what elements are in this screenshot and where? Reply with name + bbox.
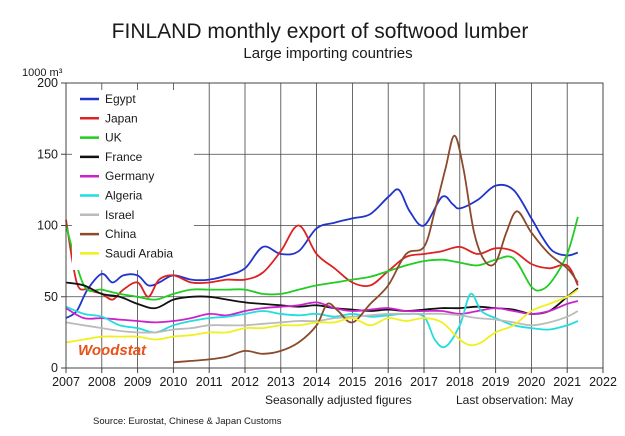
x-tick-label-10: 2017: [410, 375, 438, 389]
last-observation-note: Last observation: May: [456, 393, 573, 407]
x-tick-label-13: 2020: [517, 375, 545, 389]
y-tick-label-2: 100: [37, 219, 58, 233]
x-tick-label-3: 2010: [159, 375, 187, 389]
series-line-egypt: [65, 183, 579, 319]
chart-title: FINLAND monthly export of softwood lumbe…: [112, 20, 529, 43]
x-tick-label-6: 2013: [267, 375, 295, 389]
source-note: Source: Eurostat, Chinese & Japan Custom…: [93, 416, 282, 427]
x-tick-label-5: 2012: [231, 375, 259, 389]
x-tick-label-7: 2014: [303, 375, 331, 389]
x-tick-label-0: 2007: [52, 375, 80, 389]
x-tick-label-8: 2015: [338, 375, 366, 389]
series-line-china: [173, 134, 579, 364]
x-tick-label-14: 2021: [553, 375, 581, 389]
x-axis-label: Seasonally adjusted figures: [265, 393, 412, 407]
x-tick-label-12: 2019: [482, 375, 510, 389]
series-line-japan: [65, 219, 579, 301]
legend-label-algeria: Algeria: [105, 189, 143, 203]
y-tick-label-0: 0: [51, 361, 58, 375]
legend-box: [72, 90, 194, 270]
legend-label-japan: Japan: [105, 111, 138, 125]
series-line-israel: [65, 310, 579, 334]
legend-label-france: France: [105, 150, 143, 164]
x-tick-label-2: 2009: [124, 375, 152, 389]
series-layer: [65, 134, 579, 364]
legend-label-israel: Israel: [105, 208, 134, 222]
x-tick-label-4: 2011: [196, 375, 223, 389]
watermark-logo: Woodstat: [78, 342, 147, 359]
y-tick-label-3: 150: [37, 147, 58, 161]
series-line-saudi-arabia: [65, 288, 579, 347]
chart-subtitle: Large importing countries: [243, 45, 412, 62]
legend-label-saudi-arabia: Saudi Arabia: [105, 246, 173, 260]
x-tick-label-15: 2022: [589, 375, 617, 389]
legend: Egypt Japan UK France Germany Algeria Israel Ch…: [72, 90, 194, 270]
legend-label-china: China: [105, 227, 137, 241]
y-tick-label-1: 50: [44, 290, 58, 304]
x-tick-label-11: 2018: [446, 375, 474, 389]
legend-label-egypt: Egypt: [105, 92, 136, 106]
legend-label-germany: Germany: [105, 169, 154, 183]
y-ticks: 0 50 100 150 200: [37, 76, 66, 375]
y-tick-label-4: 200: [37, 76, 58, 90]
series-line-uk: [65, 216, 579, 301]
y-axis-unit-label: 1000 m³: [22, 67, 63, 79]
x-tick-label-9: 2016: [374, 375, 402, 389]
legend-label-uk: UK: [105, 131, 122, 145]
x-tick-label-1: 2008: [88, 375, 116, 389]
x-ticks: 2007 2008 2009 2010 2011 2012 2013 2014 2015 2016…: [52, 368, 617, 389]
